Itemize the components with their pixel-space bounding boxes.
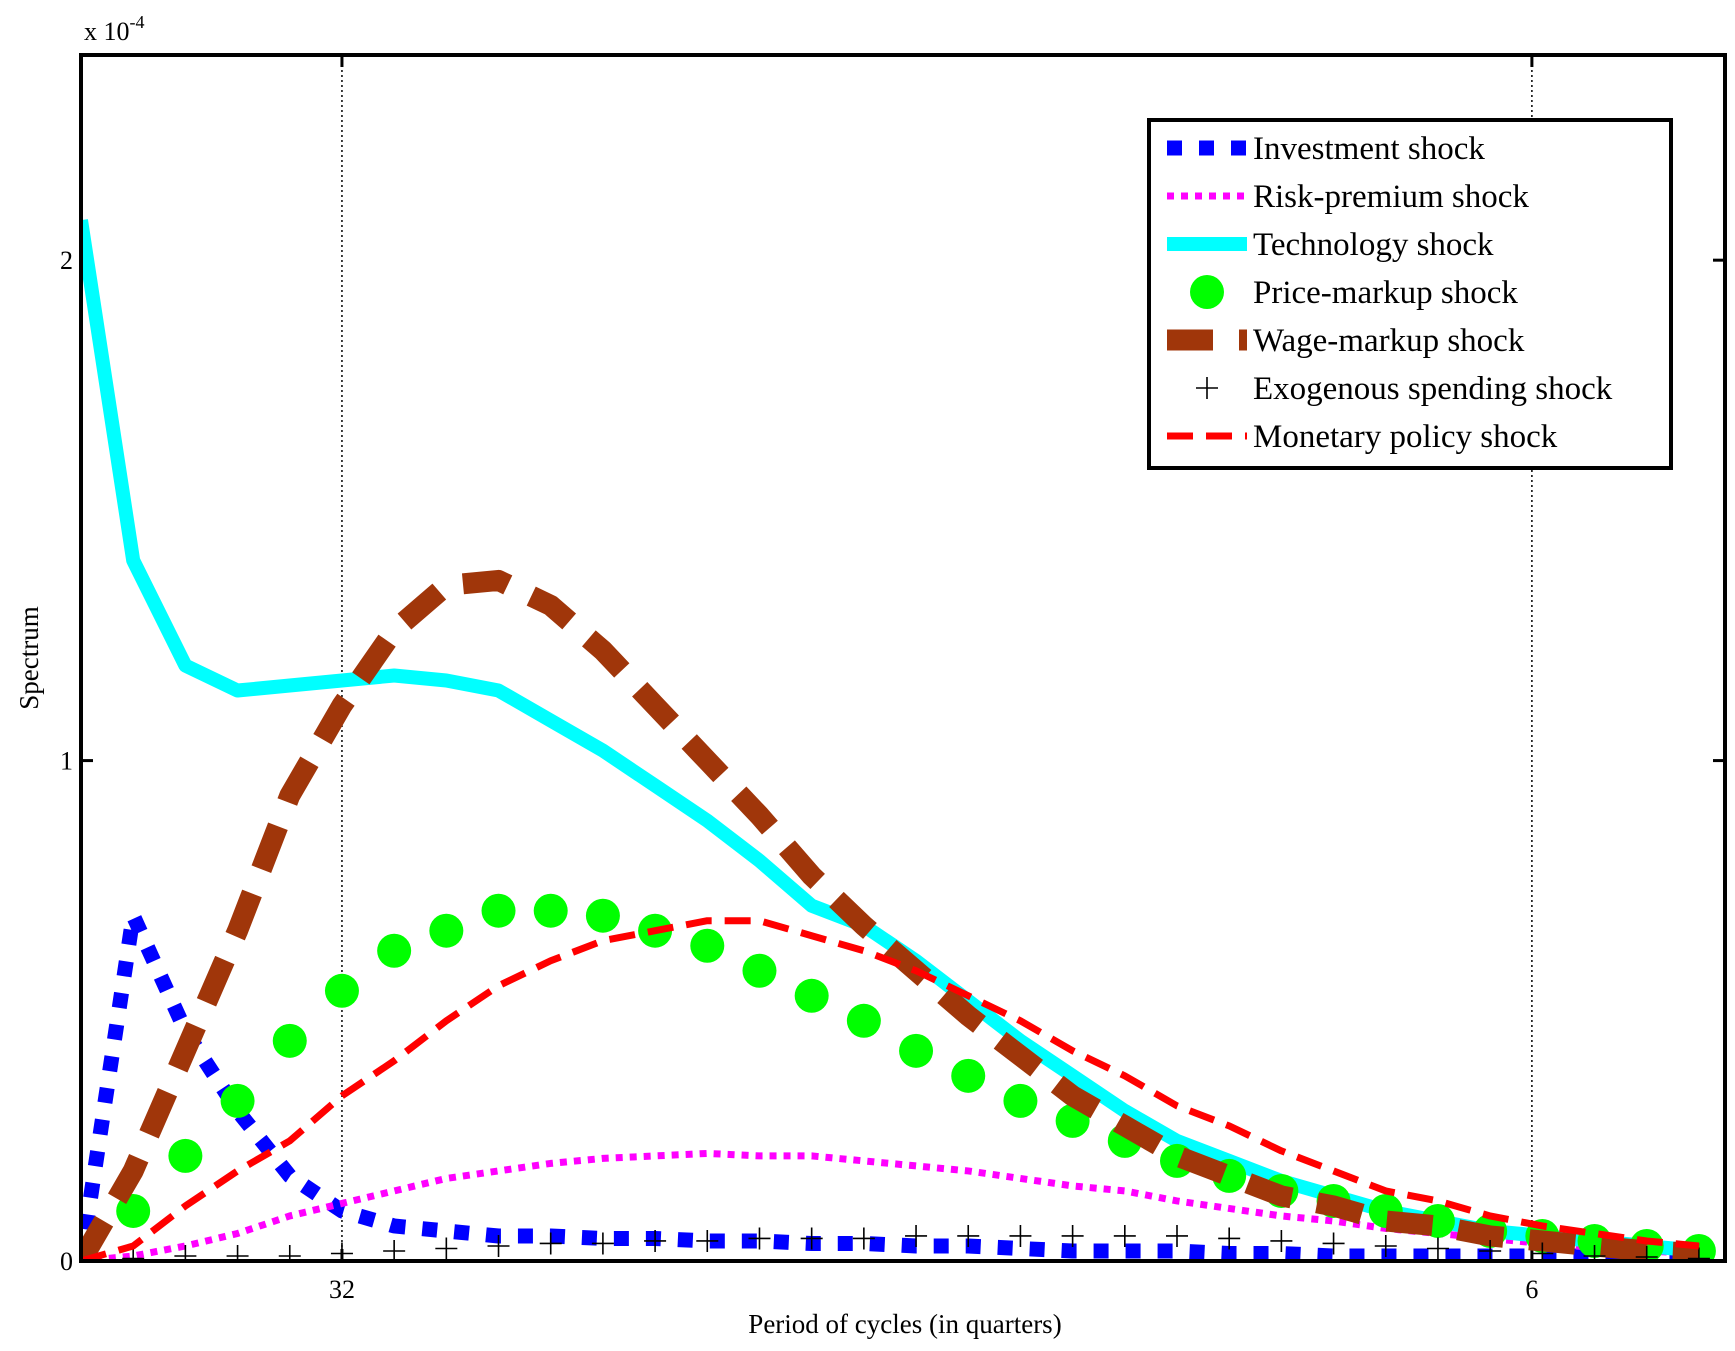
legend-label: Price-markup shock [1253, 275, 1518, 311]
series-marker [1218, 1227, 1241, 1250]
series-marker [1374, 1234, 1397, 1257]
series-marker [220, 1083, 255, 1118]
series-marker [174, 1245, 197, 1261]
series-marker [278, 1245, 301, 1261]
series-marker [1687, 1247, 1710, 1261]
series-marker [533, 893, 568, 928]
series-marker [846, 1003, 881, 1038]
series-marker [539, 1232, 562, 1255]
series-marker [852, 1227, 875, 1250]
series-marker [690, 928, 725, 963]
series-marker [591, 1232, 614, 1255]
series-marker [742, 953, 777, 988]
series-marker [1426, 1237, 1449, 1260]
series-marker [957, 1224, 980, 1247]
series-marker [899, 1033, 934, 1068]
series-marker [1635, 1246, 1658, 1261]
legend-swatch-marker [1196, 377, 1218, 399]
series-marker [272, 1023, 307, 1058]
series-marker [794, 978, 829, 1013]
series-marker [585, 898, 620, 933]
y-tick-label: 2 [60, 246, 73, 275]
plot-area [81, 219, 1716, 1261]
series-marker [324, 973, 359, 1008]
series-marker [1166, 1224, 1188, 1247]
legend-label: Investment shock [1253, 131, 1485, 167]
y-multiplier-base: x 10 [84, 17, 130, 46]
legend-label: Exogenous spending shock [1253, 371, 1613, 407]
series-marker [1113, 1224, 1136, 1247]
x-tick-label: 6 [1525, 1275, 1538, 1304]
series-marker [1009, 1224, 1032, 1247]
legend-label: Risk-premium shock [1253, 179, 1529, 215]
legend: Investment shock Risk-premium shock Techno… [1147, 118, 1673, 470]
series-marker [435, 1237, 458, 1260]
series-marker [696, 1229, 719, 1252]
y-tick-label: 1 [60, 747, 73, 776]
series-marker [383, 1239, 406, 1261]
legend-label: Technology shock [1253, 227, 1494, 263]
series-marker [377, 933, 412, 968]
legend-box [1147, 118, 1673, 470]
y-axis-label: Spectrum [14, 606, 44, 709]
legend-label: Wage-markup shock [1253, 323, 1525, 359]
series-marker [122, 1247, 145, 1261]
legend-label: Monetary policy shock [1253, 419, 1558, 455]
plot-frame [79, 53, 1727, 1263]
series-marker [487, 1234, 510, 1257]
x-tick-label: 32 [329, 1275, 355, 1304]
series-marker [1061, 1224, 1084, 1247]
y-multiplier-exponent: -4 [130, 12, 145, 32]
series-marker [748, 1227, 771, 1250]
series-marker [905, 1224, 928, 1247]
series-line [81, 569, 1700, 1261]
series-marker [1003, 1083, 1038, 1118]
y-tick-label: 0 [60, 1247, 73, 1276]
x-axis-label: Period of cycles (in quarters) [748, 1309, 1061, 1339]
series-marker [1479, 1239, 1502, 1261]
series-marker [481, 893, 516, 928]
series-marker [1322, 1232, 1345, 1255]
series-marker [644, 1229, 667, 1252]
series-line [81, 917, 1700, 1261]
series-marker [951, 1058, 986, 1093]
series-marker [226, 1245, 249, 1261]
legend-swatch-marker [1190, 275, 1224, 309]
series-marker [800, 1227, 823, 1250]
series-marker [1270, 1229, 1293, 1252]
series-marker [429, 913, 464, 948]
series-marker [1583, 1245, 1606, 1261]
series-marker [168, 1138, 203, 1173]
y-multiplier: x 10-4 [84, 12, 145, 46]
